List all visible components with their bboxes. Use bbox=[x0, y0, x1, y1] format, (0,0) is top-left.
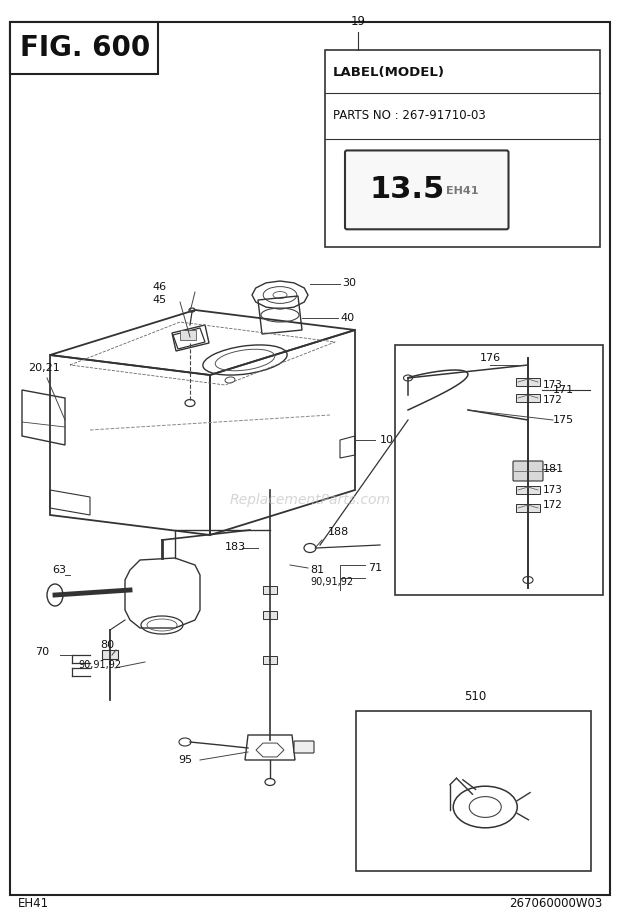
FancyBboxPatch shape bbox=[10, 22, 158, 74]
Text: 172: 172 bbox=[543, 500, 563, 510]
FancyBboxPatch shape bbox=[516, 394, 540, 402]
FancyBboxPatch shape bbox=[345, 151, 508, 230]
FancyBboxPatch shape bbox=[294, 741, 314, 753]
FancyBboxPatch shape bbox=[102, 650, 118, 659]
Text: 171: 171 bbox=[553, 385, 574, 395]
Text: 510: 510 bbox=[464, 690, 486, 703]
Text: 175: 175 bbox=[553, 415, 574, 425]
Text: PARTS NO : 267-91710-03: PARTS NO : 267-91710-03 bbox=[333, 109, 485, 122]
Text: 173: 173 bbox=[543, 380, 563, 390]
Text: 80: 80 bbox=[100, 640, 114, 650]
Text: 63: 63 bbox=[52, 565, 66, 575]
FancyBboxPatch shape bbox=[356, 711, 591, 871]
FancyBboxPatch shape bbox=[395, 345, 603, 595]
Text: 19: 19 bbox=[350, 15, 366, 28]
Text: EH41: EH41 bbox=[446, 186, 478, 196]
Text: 181: 181 bbox=[543, 464, 564, 474]
Text: 10: 10 bbox=[380, 435, 394, 445]
Text: EH41: EH41 bbox=[18, 897, 49, 910]
Text: 70: 70 bbox=[35, 647, 49, 657]
FancyBboxPatch shape bbox=[180, 330, 196, 340]
Text: 90,91,92: 90,91,92 bbox=[78, 660, 121, 670]
Text: 45: 45 bbox=[152, 295, 166, 305]
FancyBboxPatch shape bbox=[263, 656, 277, 664]
Text: 176: 176 bbox=[480, 353, 501, 363]
Text: 173: 173 bbox=[543, 485, 563, 495]
Text: 40: 40 bbox=[340, 313, 354, 323]
Text: 90,91,92: 90,91,92 bbox=[310, 577, 353, 587]
FancyBboxPatch shape bbox=[263, 586, 277, 594]
Text: 172: 172 bbox=[543, 395, 563, 405]
FancyBboxPatch shape bbox=[263, 611, 277, 619]
Text: ReplacementParts.com: ReplacementParts.com bbox=[229, 493, 391, 507]
Text: 71: 71 bbox=[368, 563, 382, 573]
Text: 81: 81 bbox=[310, 565, 324, 575]
FancyBboxPatch shape bbox=[516, 486, 540, 494]
FancyBboxPatch shape bbox=[516, 504, 540, 512]
FancyBboxPatch shape bbox=[513, 461, 543, 481]
Text: 267060000W03: 267060000W03 bbox=[509, 897, 602, 910]
Text: 95: 95 bbox=[178, 755, 192, 765]
Text: 183: 183 bbox=[225, 542, 246, 552]
FancyBboxPatch shape bbox=[325, 50, 600, 247]
Text: 13.5: 13.5 bbox=[370, 175, 445, 205]
Text: 46: 46 bbox=[152, 282, 166, 292]
Text: LABEL(MODEL): LABEL(MODEL) bbox=[333, 66, 445, 79]
FancyBboxPatch shape bbox=[516, 378, 540, 386]
Text: 30: 30 bbox=[342, 278, 356, 288]
Text: 20,21: 20,21 bbox=[28, 363, 60, 373]
Text: 188: 188 bbox=[328, 527, 349, 537]
Text: FIG. 600: FIG. 600 bbox=[20, 34, 150, 62]
